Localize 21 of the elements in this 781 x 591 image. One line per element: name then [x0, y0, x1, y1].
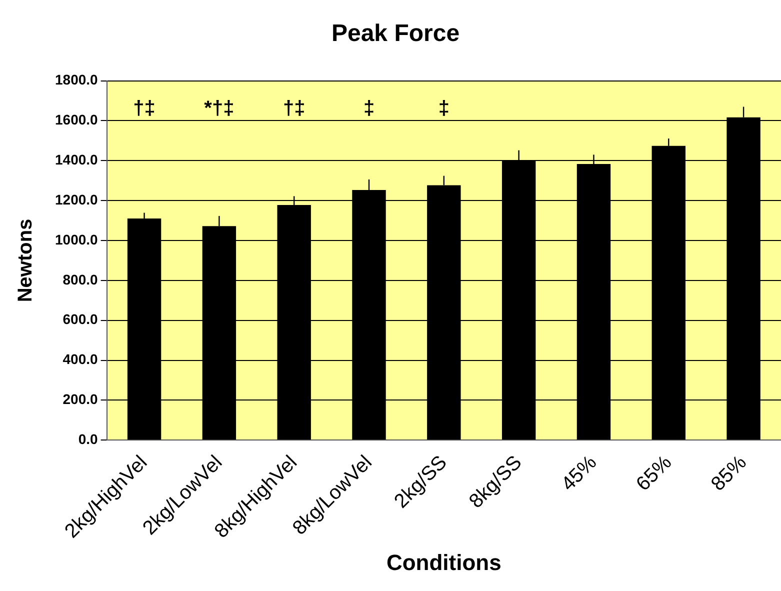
y-tick-label: 600.0: [62, 311, 98, 328]
y-axis-title: Newtons: [14, 218, 37, 302]
x-axis-title: Conditions: [386, 550, 502, 575]
annotation: ‡: [438, 97, 450, 120]
y-tick-label: 200.0: [62, 391, 98, 408]
x-tick-label: 65%: [632, 451, 676, 496]
annotation: *†‡: [204, 97, 234, 120]
y-tick-label: 0.0: [78, 431, 98, 448]
y-tick-label: 400.0: [62, 351, 98, 368]
y-tick-label: 1800.0: [54, 72, 98, 88]
y-tick-label: 800.0: [62, 271, 98, 288]
y-tick-label: 1400.0: [54, 152, 98, 168]
annotation: †‡: [133, 97, 156, 120]
annotation: ‡: [363, 97, 375, 120]
x-tick-label: 45%: [557, 451, 602, 496]
x-tick-label: 85%: [707, 451, 752, 496]
y-tick-label: 1000.0: [54, 231, 98, 248]
y-tick-label: 1600.0: [54, 112, 98, 128]
annotation: †‡: [282, 97, 306, 120]
chart-title: Peak Force: [331, 20, 460, 48]
y-tick-label: 1200.0: [54, 191, 98, 208]
